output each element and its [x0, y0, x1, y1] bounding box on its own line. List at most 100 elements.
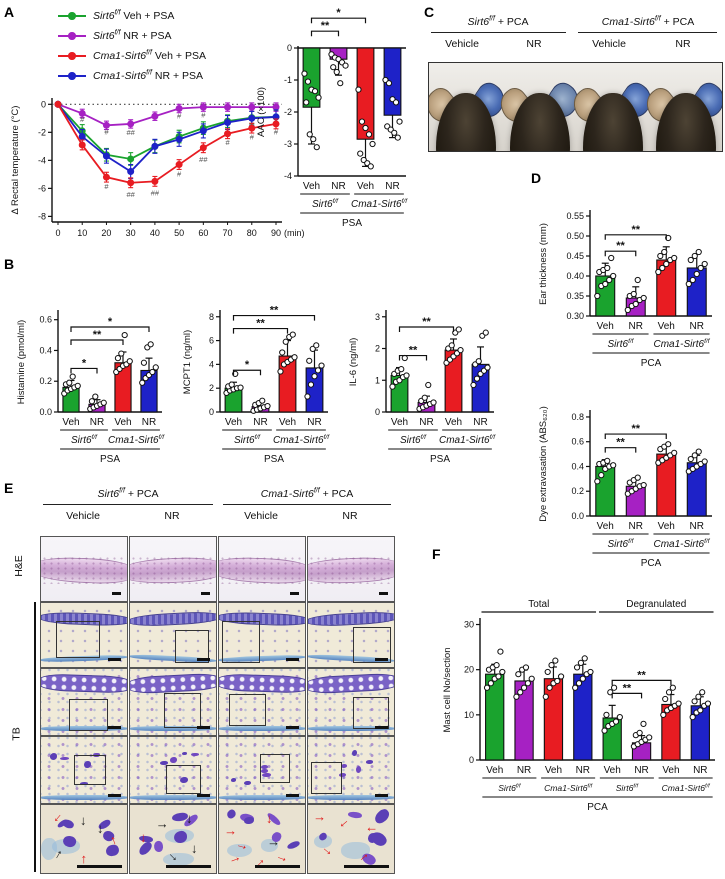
- degranulated-mast-cell-arrow: →: [335, 815, 356, 836]
- mast-cell-blob: [225, 808, 238, 821]
- panel-c-subcol: Vehicle: [445, 38, 479, 50]
- svg-text:Veh: Veh: [658, 521, 675, 532]
- d-dye-svg: 0.0 0.2 0.4 0.6 0.8 Veh NR Veh NR Sirt6f/f Cma1-Si…: [538, 406, 712, 569]
- svg-text:0.4: 0.4: [571, 461, 584, 471]
- svg-text:0: 0: [469, 755, 474, 765]
- svg-text:NR: NR: [419, 417, 433, 428]
- header-underline: [431, 32, 566, 34]
- histology-cell-tb-low: [218, 602, 306, 668]
- b-hist-svg: 0.0 0.2 0.4 0.6 Veh NR Veh NR Sirt6f/f Cma1-Sirt6…: [16, 310, 165, 465]
- svg-text:Cma1-Sirt6f/f: Cma1-Sirt6f/f: [544, 783, 594, 793]
- svg-text:PSA: PSA: [342, 218, 362, 229]
- scale-bar: [197, 726, 210, 729]
- mast-cell-blob: [243, 780, 251, 786]
- f-mast-svg: 0 10 20 30 Total Degranulated Veh NR Veh NR Veh NR V…: [442, 599, 715, 813]
- svg-text:*: *: [245, 359, 250, 371]
- degranulated-mast-cell-arrow: →: [364, 824, 378, 840]
- mast-cell-blob: [92, 752, 100, 758]
- svg-text:Veh: Veh: [357, 181, 374, 192]
- tissue-texture: [308, 556, 394, 585]
- mast-cell-blob: [79, 781, 89, 786]
- svg-text:Sirt6f/f: Sirt6f/f: [616, 783, 640, 793]
- panel-f-label: F: [432, 546, 441, 562]
- svg-text:0: 0: [375, 407, 380, 417]
- svg-text:**: **: [623, 682, 632, 694]
- histology-cell-tb-mid: [218, 668, 306, 736]
- svg-text:0.2: 0.2: [39, 376, 52, 386]
- panel-e-subcol: NR: [342, 510, 358, 522]
- svg-text:0.2: 0.2: [571, 486, 584, 496]
- magnification-inset-box: [68, 698, 109, 732]
- scale-bar: [286, 794, 299, 797]
- svg-text:**: **: [93, 329, 102, 341]
- tissue-patch: [41, 838, 57, 861]
- svg-text:##: ##: [126, 190, 135, 199]
- svg-text:Δ Rectal temperature (°C): Δ Rectal temperature (°C): [10, 106, 21, 215]
- degranulated-mast-cell-arrow: →: [264, 813, 280, 827]
- header-underline: [43, 504, 213, 506]
- svg-text:(min): (min): [284, 228, 305, 238]
- cartilage-band: [130, 795, 216, 801]
- svg-text:Veh: Veh: [604, 765, 621, 776]
- tissue-texture: [308, 737, 394, 803]
- svg-text:NR: NR: [142, 417, 156, 428]
- svg-text:Veh: Veh: [545, 765, 562, 776]
- panel-e-group-header: Sirt6f/f + PCA: [97, 487, 159, 501]
- scale-bar: [108, 794, 121, 797]
- svg-text:70: 70: [223, 228, 233, 238]
- mouse-cma1-vehicle: [566, 73, 658, 151]
- mast-cell-blob: [365, 760, 373, 764]
- svg-text:-8: -8: [38, 211, 46, 221]
- svg-text:Veh: Veh: [114, 417, 131, 428]
- scale-bar: [375, 726, 388, 729]
- svg-text:Total: Total: [528, 599, 549, 610]
- scale-bar: [112, 592, 121, 595]
- magnification-inset-box: [166, 764, 201, 795]
- svg-text:PCA: PCA: [641, 558, 662, 569]
- svg-text:Cma1-Sirt6f/f: Cma1-Sirt6f/f: [273, 434, 330, 446]
- svg-text:NR: NR: [253, 417, 267, 428]
- histology-cell-tb-mid: [129, 668, 217, 736]
- histology-cell-tb-high: [40, 736, 128, 804]
- svg-text:Veh: Veh: [225, 417, 242, 428]
- svg-text:-3: -3: [284, 139, 292, 149]
- cartilage-band: [219, 725, 305, 732]
- svg-text:30: 30: [126, 228, 136, 238]
- svg-text:Sirt6f/f: Sirt6f/f: [608, 538, 635, 550]
- panel-c-group-header: Sirt6f/f + PCA: [467, 15, 529, 29]
- mast-cell-blob: [285, 839, 301, 850]
- svg-text:0.4: 0.4: [39, 345, 52, 355]
- magnification-inset-box: [164, 692, 201, 728]
- svg-text:NR: NR: [576, 765, 590, 776]
- svg-text:Veh: Veh: [445, 417, 462, 428]
- magnification-inset-box: [311, 762, 342, 794]
- degranulated-mast-cell-arrow: →: [224, 823, 238, 839]
- histology-cell-tb-low: [129, 602, 217, 668]
- mast-cell-blob: [340, 763, 348, 768]
- magnification-inset-box: [260, 753, 290, 784]
- svg-text:**: **: [631, 423, 640, 435]
- svg-text:0: 0: [287, 43, 292, 53]
- histology-cell-tb-zoom: → → → → →: [307, 804, 395, 874]
- histology-cell-he: [40, 536, 128, 602]
- svg-text:50: 50: [174, 228, 184, 238]
- svg-text:NR: NR: [629, 321, 643, 332]
- degranulated-mast-cell-arrow: →: [248, 851, 269, 872]
- svg-text:*: *: [336, 7, 341, 19]
- svg-text:#: #: [104, 127, 109, 136]
- intact-mast-cell-arrow: →: [184, 813, 200, 827]
- mast-cell-blob: [60, 757, 70, 761]
- mast-cell-blob: [49, 752, 58, 760]
- legend-item: Cma1-Sirt6f/f Veh + PSA: [58, 46, 206, 66]
- scale-bar: [379, 592, 388, 595]
- mast-cell-blob: [230, 778, 236, 782]
- tissue-patch: [261, 838, 279, 852]
- histology-cell-he: [129, 536, 217, 602]
- histology-cell-he: [218, 536, 306, 602]
- b-il6-svg: 0 1 2 3 Veh NR Veh NR Sirt6f/f Cma1-Sirt6f/f PSA **…: [348, 310, 496, 465]
- legend-item: Sirt6f/f Veh + PSA: [58, 6, 206, 26]
- svg-text:2: 2: [209, 383, 214, 393]
- svg-text:**: **: [422, 316, 431, 328]
- rectal-temperature-line-chart: 0 -2 -4 -6 -8 0 10 20 30 40 50 60 70 80 90 (min) # # ## # # #…: [6, 86, 318, 248]
